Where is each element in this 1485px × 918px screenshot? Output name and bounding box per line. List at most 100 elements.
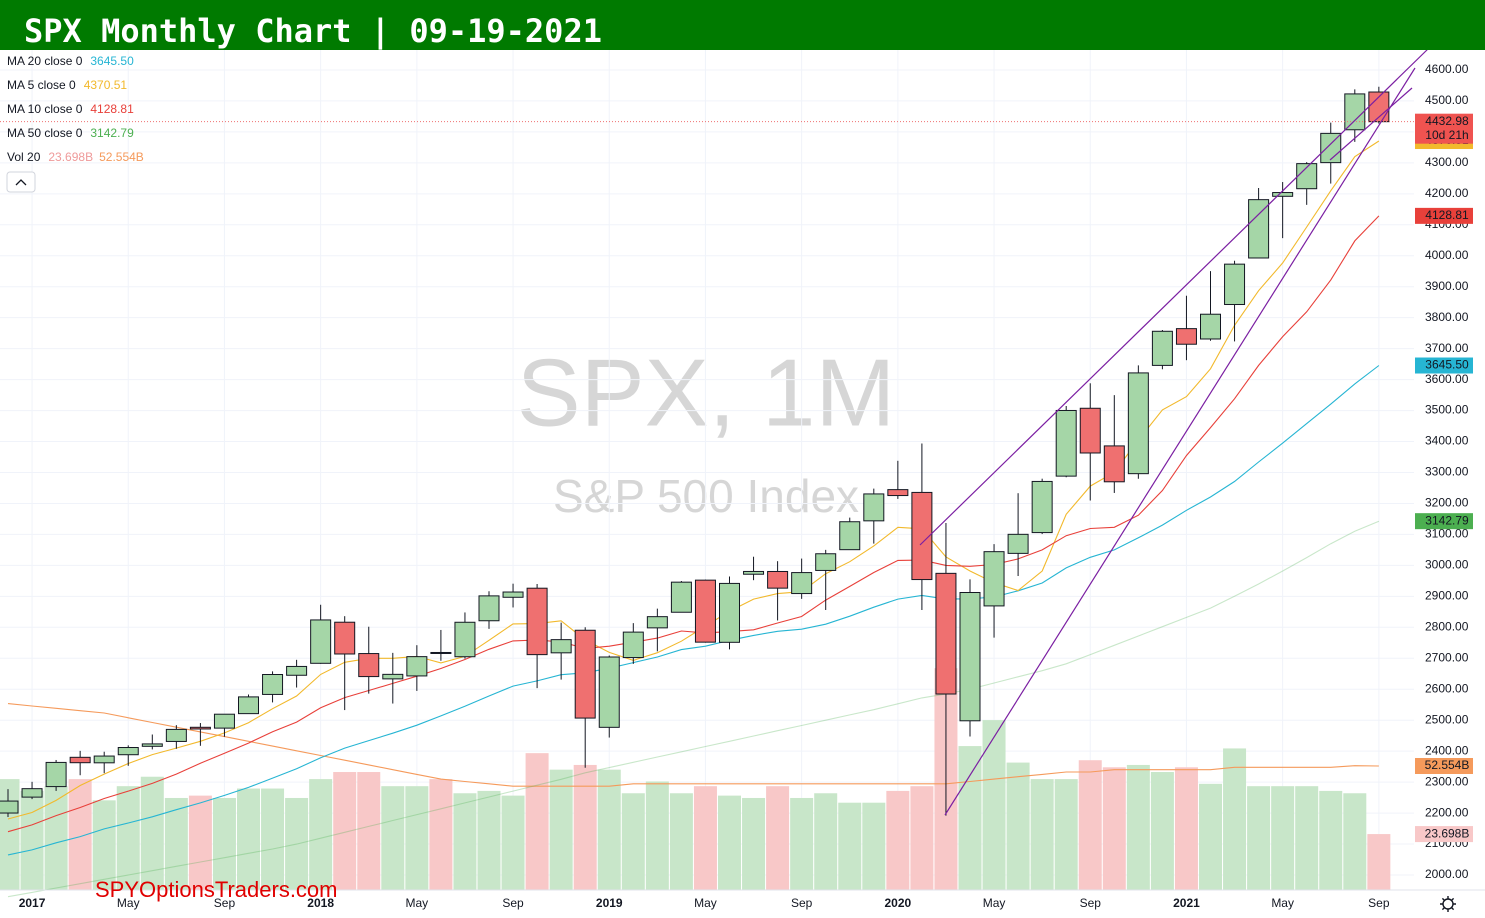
volume-bar — [1126, 764, 1150, 890]
candle-body — [238, 696, 259, 715]
x-tick-label: 2018 — [307, 896, 334, 910]
chevron-icon[interactable] — [15, 179, 27, 186]
candle-body — [286, 665, 308, 676]
legend-value: 4128.81 — [90, 102, 134, 116]
x-tick-label: May — [406, 896, 429, 910]
y-tick-label: 2500.00 — [1425, 712, 1469, 726]
candle-body — [1031, 480, 1053, 534]
x-tick-label: Sep — [502, 896, 524, 910]
candle-body — [93, 755, 115, 764]
volume-bar — [838, 802, 862, 890]
y-tick-label: 3000.00 — [1425, 558, 1469, 572]
price-tag-label: 3645.50 — [1425, 358, 1469, 372]
volume-bar — [1223, 748, 1247, 890]
x-tick-label: 2017 — [19, 896, 46, 910]
price-tag-label: 52.554B — [1425, 758, 1470, 772]
candle-body — [358, 653, 380, 678]
candle-body — [1127, 372, 1149, 475]
candle-body — [454, 621, 476, 658]
y-tick-label: 2300.00 — [1425, 774, 1469, 788]
price-tag-label: 4432.98 — [1425, 114, 1469, 128]
x-tick-label: Sep — [214, 896, 236, 910]
price-tag — [1415, 207, 1473, 224]
watermark: SPX, 1M — [517, 339, 896, 446]
volume-bar — [1054, 779, 1078, 890]
candle-body — [69, 756, 91, 764]
volume-bar — [742, 797, 766, 890]
price-tag-label: 4128.81 — [1425, 208, 1469, 222]
gear-teeth[interactable] — [1440, 896, 1456, 912]
candle-body — [791, 572, 813, 595]
volume-bar — [140, 776, 164, 890]
candle-body — [550, 639, 572, 654]
trend-lines — [919, 46, 1431, 816]
volume-bar — [429, 779, 453, 890]
trend-line — [1329, 87, 1413, 161]
button-frame[interactable] — [6, 171, 36, 193]
y-tick-label: 3200.00 — [1425, 496, 1469, 510]
volume-bar — [309, 779, 333, 890]
volume-bar — [1174, 767, 1198, 890]
volume-bar — [1199, 783, 1222, 890]
volume-bar — [261, 788, 285, 890]
price-tag — [1415, 513, 1473, 530]
volume-bar — [188, 795, 212, 890]
candle-body — [502, 591, 524, 598]
candle-body — [334, 621, 356, 655]
legend-name: MA 5 close 0 — [7, 78, 76, 92]
volume-bar — [958, 746, 982, 890]
y-tick-label: 2000.00 — [1425, 867, 1469, 881]
candle-body — [1344, 93, 1366, 131]
volume-bar — [549, 769, 573, 890]
volume-bar — [718, 795, 741, 890]
x-tick-label: May — [694, 896, 717, 910]
y-tick-label: 4000.00 — [1425, 248, 1469, 262]
candle-body — [935, 572, 957, 695]
candle-body — [670, 581, 692, 613]
volume-bar — [237, 788, 260, 890]
candle-body — [189, 726, 211, 730]
y-tick-label: 4300.00 — [1425, 155, 1469, 169]
legend-name: MA 10 close 0 — [7, 102, 83, 116]
candle-body — [430, 651, 452, 654]
x-tick-label: Sep — [1368, 896, 1390, 910]
price-tag-label: 23.698B — [1425, 826, 1470, 840]
collapse-button[interactable] — [6, 171, 36, 193]
candle-body — [1007, 533, 1029, 554]
settings-icon[interactable] — [1440, 896, 1456, 912]
volume-bar — [381, 786, 405, 890]
y-tick-label: 2800.00 — [1425, 619, 1469, 633]
y-tick-label: 2600.00 — [1425, 681, 1469, 695]
volume-bar — [1271, 786, 1295, 890]
volume-bar — [862, 802, 886, 890]
volume-bar — [501, 795, 525, 890]
y-tick-label: 3700.00 — [1425, 341, 1469, 355]
x-tick-label: May — [1271, 896, 1294, 910]
candle-body — [406, 656, 428, 677]
price-tag — [1415, 357, 1473, 374]
candle-body — [310, 619, 332, 664]
candle-body — [382, 673, 404, 680]
volume-bar — [1367, 834, 1391, 890]
volume-bar — [164, 797, 188, 890]
legend-value: 4370.51 — [84, 78, 128, 92]
volume-bar — [790, 797, 814, 890]
candle-body — [1103, 445, 1125, 483]
volume-ma-line — [7, 703, 1379, 787]
candle-body — [983, 551, 1005, 607]
candle-body — [694, 579, 716, 643]
volume-bar — [1247, 786, 1271, 890]
candle-body — [117, 747, 139, 756]
volume-bar — [92, 800, 116, 890]
price-tag — [1415, 757, 1473, 774]
volume-bar — [525, 753, 549, 890]
watermark-subtitle: S&P 500 Index — [553, 470, 859, 522]
volume-bar — [212, 797, 236, 890]
volume-bar — [1078, 760, 1102, 890]
volume-bar — [573, 764, 597, 890]
countdown-label: 10d 21h — [1425, 128, 1468, 142]
candle-body — [622, 631, 644, 659]
volume-bar — [693, 786, 717, 890]
